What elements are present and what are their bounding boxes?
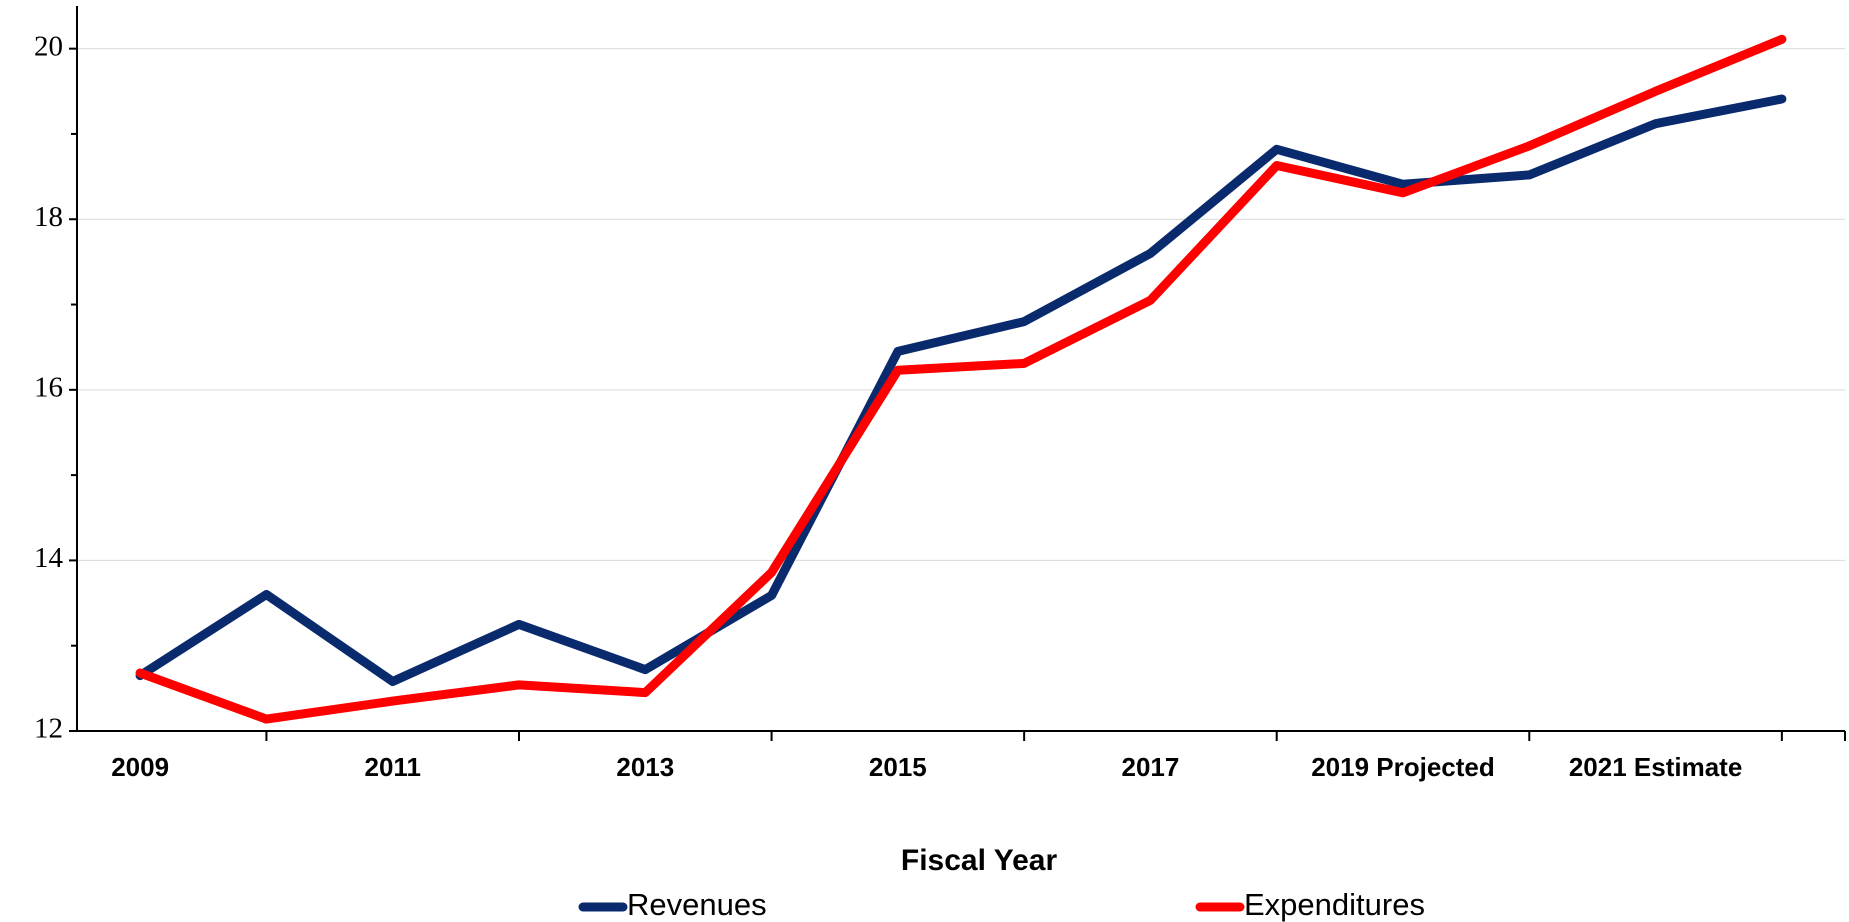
x-tick-label: 2011 xyxy=(365,752,421,782)
y-tick-label: 14 xyxy=(34,542,64,574)
x-tick-label: 2009 xyxy=(111,752,169,782)
x-axis-title: Fiscal Year xyxy=(901,844,1058,877)
y-tick-label: 20 xyxy=(34,30,63,62)
x-tick-label: 2021 Estimate xyxy=(1569,752,1742,782)
x-tick-label: 2017 xyxy=(1122,752,1180,782)
legend-label: Expenditures xyxy=(1244,887,1425,922)
y-tick-label: 12 xyxy=(34,713,63,745)
x-tick-label: 2015 xyxy=(869,752,927,782)
legend-label: Revenues xyxy=(627,887,767,922)
y-tick-label: 16 xyxy=(34,371,63,403)
x-tick-label: 2019 Projected xyxy=(1311,752,1495,782)
series-line xyxy=(135,94,1787,686)
x-tick-label: 2013 xyxy=(616,752,674,782)
series-line xyxy=(135,34,1787,724)
y-tick-label: 18 xyxy=(34,201,63,233)
